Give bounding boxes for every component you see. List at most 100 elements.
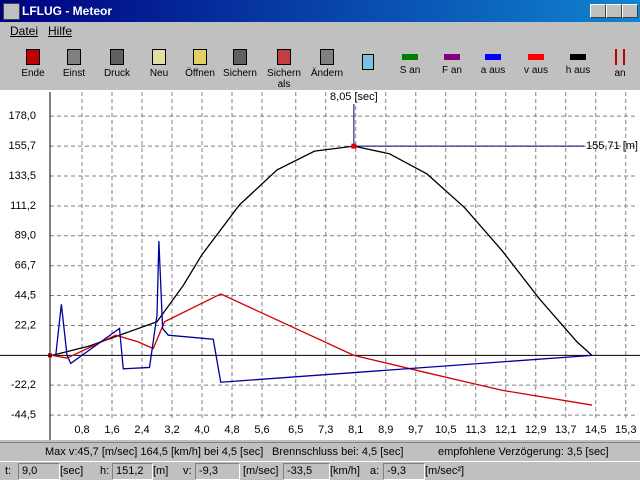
x-tick-label: 5,6 bbox=[254, 424, 269, 436]
minimize-button[interactable] bbox=[590, 4, 606, 18]
status-label: [m/sec²] bbox=[425, 465, 465, 477]
info-bar: Max v:45,7 [m/sec] 164,5 [km/h] bei 4,5 … bbox=[0, 442, 640, 462]
plot-background bbox=[0, 90, 640, 440]
button-label: a aus bbox=[480, 65, 506, 76]
button-label: Ende bbox=[21, 68, 45, 79]
x-tick-label: 14,5 bbox=[585, 424, 606, 436]
button-icon bbox=[320, 49, 334, 65]
button-icon bbox=[485, 54, 501, 60]
toolbar-button[interactable] bbox=[347, 46, 389, 88]
close-button[interactable] bbox=[622, 4, 638, 18]
button-icon bbox=[615, 49, 625, 65]
toolbar-button[interactable]: h aus bbox=[557, 46, 599, 88]
y-tick-label: 178,0 bbox=[8, 110, 36, 122]
annotation-label: 8,05 [sec] bbox=[330, 91, 378, 103]
x-tick-label: 2,4 bbox=[134, 424, 149, 436]
button-label: Druck bbox=[103, 68, 131, 79]
toolbar-button[interactable]: Sichern als bbox=[263, 46, 305, 90]
x-tick-label: 1,6 bbox=[104, 424, 119, 436]
toolbar-button[interactable]: Druck bbox=[96, 46, 138, 88]
button-label: F an bbox=[441, 65, 462, 76]
status-field: -9,3 bbox=[195, 463, 240, 480]
status-label: [m/sec] bbox=[243, 465, 279, 477]
button-icon bbox=[277, 49, 291, 65]
button-icon bbox=[570, 54, 586, 60]
y-tick-label: 89,0 bbox=[15, 230, 36, 242]
origin-marker bbox=[48, 353, 52, 358]
button-label: v aus bbox=[524, 65, 548, 76]
button-label: Sichern bbox=[223, 68, 257, 79]
toolbar-button[interactable]: S an bbox=[389, 46, 431, 88]
window-title: LFLUG - Meteor bbox=[22, 4, 112, 18]
button-label: Öffnen bbox=[185, 68, 215, 79]
toolbar-button[interactable]: Sichern bbox=[219, 46, 261, 88]
y-tick-label: 133,5 bbox=[8, 170, 36, 182]
status-label: h: bbox=[100, 465, 110, 477]
toolbar-button[interactable]: an bbox=[599, 46, 640, 88]
toolbar-button[interactable]: Einst bbox=[53, 46, 95, 88]
toolbar-button[interactable]: Ändern bbox=[306, 46, 348, 88]
button-icon bbox=[26, 49, 40, 65]
data-line bbox=[55, 241, 593, 383]
button-icon bbox=[67, 49, 81, 65]
button-icon bbox=[110, 49, 124, 65]
toolbar-button[interactable]: Neu bbox=[138, 46, 180, 88]
menu-item[interactable]: Hilfe bbox=[48, 24, 73, 38]
button-label: S an bbox=[399, 65, 421, 76]
menu-bar: Datei Hilfe bbox=[0, 22, 640, 40]
x-tick-label: 12,9 bbox=[525, 424, 546, 436]
info-text: empfohlene Verzögerung: 3,5 [sec] bbox=[438, 446, 609, 458]
title-bar: LFLUG - Meteor bbox=[0, 0, 640, 22]
y-tick-label: -44,5 bbox=[11, 409, 36, 421]
menu-item[interactable]: Datei bbox=[10, 24, 39, 38]
button-label: h aus bbox=[565, 65, 591, 76]
apex-point bbox=[351, 143, 357, 149]
button-icon bbox=[362, 54, 374, 70]
y-tick-label: 111,2 bbox=[10, 200, 36, 212]
button-label: Ändern bbox=[310, 68, 344, 79]
status-field: -33,5 bbox=[283, 463, 330, 480]
status-label: [sec] bbox=[60, 465, 84, 477]
x-tick-label: 11,3 bbox=[465, 424, 486, 436]
data-line bbox=[51, 145, 593, 356]
button-icon bbox=[402, 54, 418, 60]
x-tick-label: 3,2 bbox=[164, 424, 179, 436]
status-label: [km/h] bbox=[330, 465, 360, 477]
y-tick-label: 155,7 bbox=[8, 140, 36, 152]
status-label: a: bbox=[370, 465, 380, 477]
status-label: t: bbox=[5, 465, 12, 477]
toolbar-button[interactable]: v aus bbox=[515, 46, 557, 88]
button-label: Neu bbox=[149, 68, 169, 79]
button-icon bbox=[444, 54, 460, 60]
toolbar-button[interactable]: Ende bbox=[12, 46, 54, 88]
button-icon bbox=[152, 49, 166, 65]
button-label: an bbox=[614, 68, 626, 79]
status-bar: t: 9,0 [sec] h: 151,2 [m] v: -9,3 [m/sec] -33,5 [k… bbox=[0, 461, 640, 480]
x-tick-label: 6,5 bbox=[288, 424, 303, 436]
button-label: Sichern als bbox=[267, 68, 301, 90]
status-field: 151,2 bbox=[112, 463, 153, 480]
status-label: [m] bbox=[153, 465, 169, 477]
x-tick-label: 12,1 bbox=[495, 424, 516, 436]
x-tick-label: 0,8 bbox=[74, 424, 89, 436]
y-tick-label: -22,2 bbox=[11, 379, 36, 391]
x-tick-label: 8,9 bbox=[378, 424, 393, 436]
button-icon bbox=[233, 49, 247, 65]
app-icon bbox=[3, 3, 20, 20]
toolbar-button[interactable]: F an bbox=[431, 46, 473, 88]
x-tick-label: 15,3 bbox=[615, 424, 636, 436]
y-tick-label: 22,2 bbox=[15, 319, 36, 331]
y-tick-label: 66,7 bbox=[15, 260, 36, 272]
info-text: Brennschluss bei: 4,5 [sec] bbox=[272, 446, 404, 458]
status-label: v: bbox=[183, 465, 192, 477]
status-field: -9,3 bbox=[383, 463, 425, 480]
x-tick-label: 13,7 bbox=[555, 424, 576, 436]
button-label: Einst bbox=[62, 68, 86, 79]
maximize-button[interactable] bbox=[606, 4, 622, 18]
x-tick-label: 7,3 bbox=[318, 424, 333, 436]
toolbar-button[interactable]: Öffnen bbox=[179, 46, 221, 88]
toolbar-button[interactable]: a aus bbox=[472, 46, 514, 88]
x-tick-label: 4,0 bbox=[194, 424, 209, 436]
